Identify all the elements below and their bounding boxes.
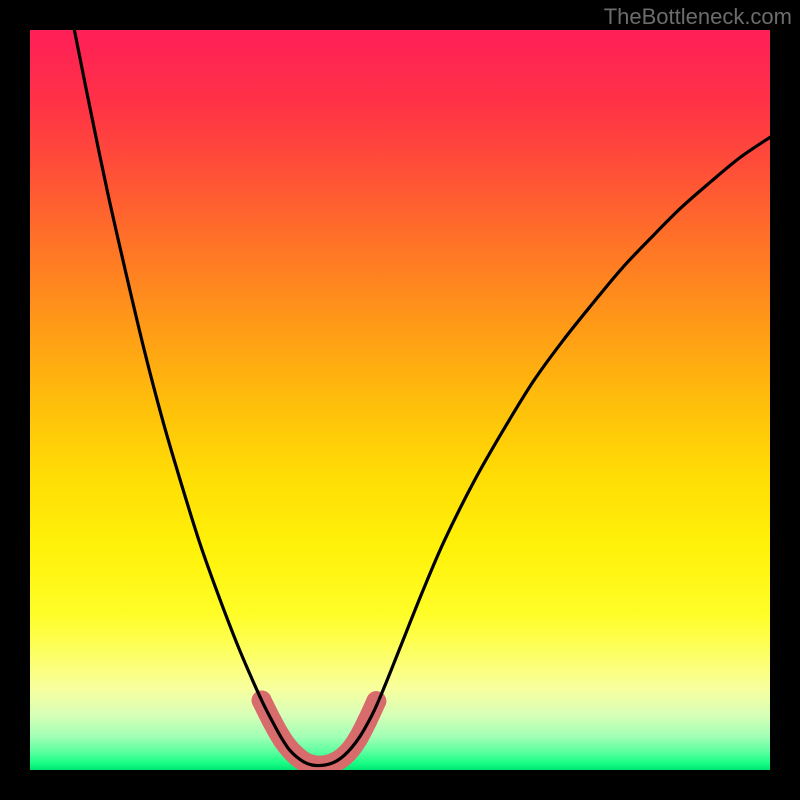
bottleneck-chart — [30, 30, 770, 770]
chart-container: { "watermark": "TheBottleneck.com", "cha… — [0, 0, 800, 800]
watermark-text: TheBottleneck.com — [604, 4, 792, 30]
gradient-background — [30, 30, 770, 770]
plot-area — [30, 30, 770, 770]
